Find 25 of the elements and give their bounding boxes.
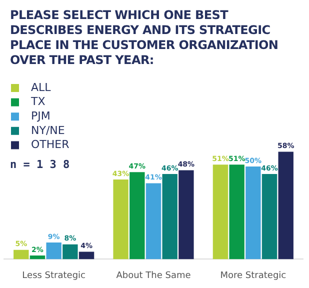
bar	[162, 174, 178, 260]
bar	[30, 255, 46, 260]
bar	[278, 152, 294, 260]
bar	[113, 180, 128, 260]
legend-label: PJM	[31, 109, 50, 122]
bar	[146, 183, 162, 260]
x-tick-label: More Strategic	[220, 270, 286, 281]
bar	[212, 164, 228, 260]
bar	[246, 166, 261, 260]
legend-label: TX	[30, 95, 46, 108]
x-tick-label: About The Same	[116, 270, 192, 281]
legend-label: OTHER	[31, 138, 70, 152]
chart-title: PLEASE SELECT WHICH ONE BEST DESCRIBES ENERGY AND ITS STRATEGIC PLACE IN THE CUSTOMER ORGANIZATION OVER THE PAST YEAR:	[10, 8, 280, 68]
x-tick-label: Less Strategic	[22, 270, 86, 281]
annotation: n = 1 3 8	[10, 158, 70, 171]
bar	[229, 164, 244, 260]
bar	[262, 174, 278, 260]
bar	[178, 170, 194, 260]
bar	[46, 242, 62, 260]
bar	[130, 172, 145, 260]
bar	[14, 250, 29, 260]
bar	[62, 244, 78, 260]
legend-label: NY/NE	[31, 124, 65, 137]
bar	[78, 252, 94, 260]
legend-label: ALL	[31, 80, 52, 94]
